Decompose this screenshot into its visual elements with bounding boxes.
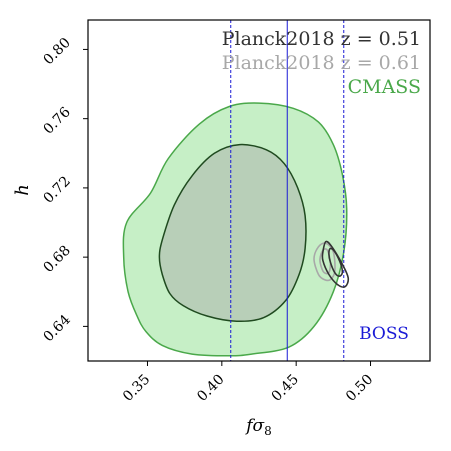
boss-label: BOSS [359,324,409,344]
cmass-inner-contour [158,143,307,323]
y-tick-label: 0.68 [40,243,73,276]
y-tick-label: 0.80 [40,35,73,68]
x-axis-label: fσ8 [244,416,272,438]
planck-051-contour-1 [321,240,350,288]
x-tick-label: 0.45 [269,371,302,404]
x-tick-label: 0.40 [194,371,227,404]
y-tick-label: 0.76 [40,104,73,137]
legend-entry-2: Planck2018 z = 0.61 [222,52,421,74]
planck-061-contour-1 [313,242,336,282]
x-tick-label: 0.35 [120,371,153,404]
y-axis-ticks: 0.64 0.68 0.72 0.76 0.80 [40,35,88,345]
legend-entry-3: CMASS [348,76,421,98]
plot-frame [87,19,431,362]
plot-area [122,20,350,361]
y-tick-label: 0.64 [40,312,73,345]
x-tick-label: 0.50 [343,371,376,404]
x-axis-ticks: 0.35 0.40 0.45 0.50 [120,361,376,405]
legend-entry-1: Planck2018 z = 0.51 [222,28,421,50]
y-axis-label: h [12,184,33,196]
planck-051-contour-2 [328,247,344,278]
y-tick-label: 0.72 [40,173,73,206]
